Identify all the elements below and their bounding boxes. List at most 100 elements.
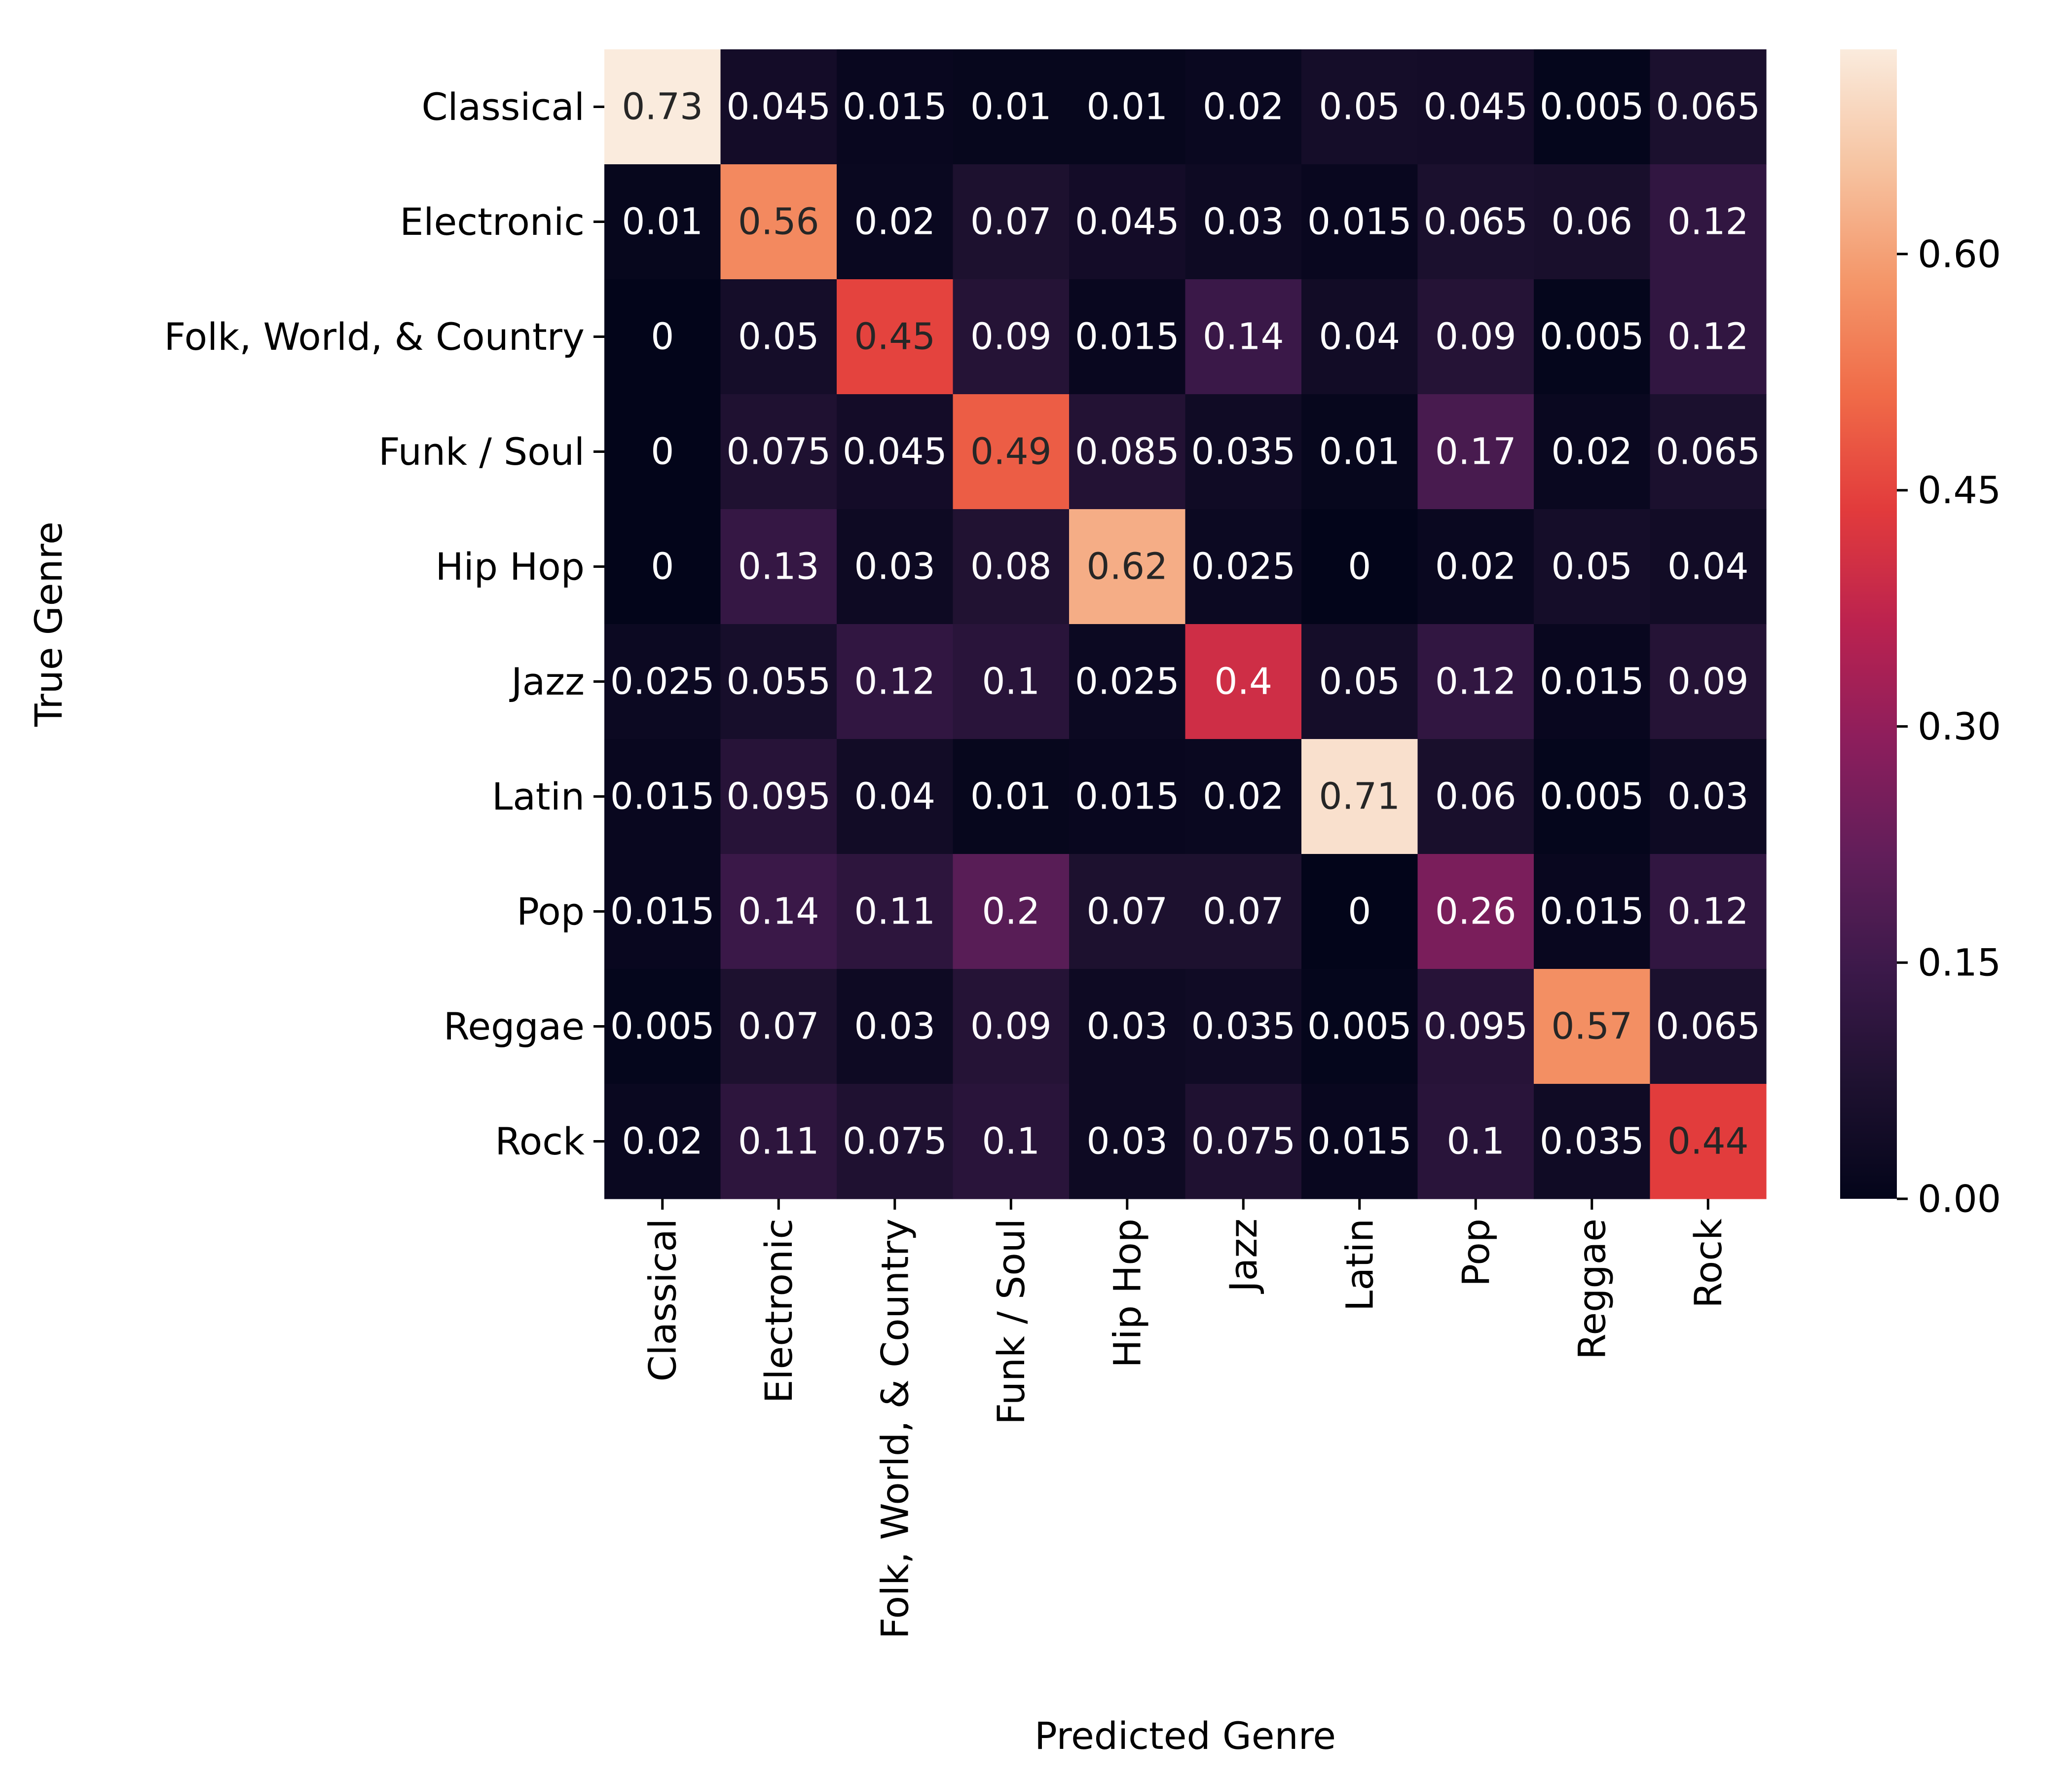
heatmap-cell [1301, 49, 1418, 165]
heatmap-cell [1069, 1084, 1186, 1199]
heatmap-cell [1185, 739, 1302, 854]
cell-value-label: 0.12 [1667, 201, 1749, 243]
cell-value-label: 0.04 [1319, 316, 1400, 358]
cell-value-label: 0.045 [1423, 86, 1528, 128]
cell-value-label: 0 [651, 431, 674, 473]
heatmap-cell [1069, 164, 1186, 280]
heatmap-cell [604, 1084, 721, 1199]
heatmap-cell [1650, 624, 1767, 740]
cell-value-label: 0.015 [1075, 776, 1180, 818]
heatmap-cell [1301, 624, 1418, 740]
colorbar-tick-label: 0.00 [1918, 1177, 2001, 1221]
colorbar-tick-label: 0.30 [1918, 704, 2001, 748]
heatmap-cell [1301, 279, 1418, 395]
heatmap-cell [1417, 854, 1534, 969]
heatmap-cell [1185, 854, 1302, 969]
heatmap-cell [1534, 1084, 1651, 1199]
y-tick-label: Rock [495, 1119, 585, 1163]
cell-value-label: 0.015 [1540, 890, 1644, 933]
heatmap-cell [720, 49, 837, 165]
heatmap-cell [1417, 624, 1534, 740]
heatmap-cell [837, 509, 954, 625]
x-tick-label: Folk, World, & Country [873, 1219, 917, 1639]
cell-value-label: 0.09 [970, 316, 1052, 358]
heatmap-cell [1417, 49, 1534, 165]
heatmap-cell [1534, 969, 1651, 1084]
cell-value-label: 0.065 [1656, 431, 1760, 473]
heatmap-cell [953, 969, 1070, 1084]
cell-value-label: 0.11 [854, 890, 935, 933]
colorbar-gradient-bar [1840, 49, 1897, 1199]
cell-value-label: 0.06 [1551, 201, 1632, 243]
cell-value-label: 0.025 [1191, 546, 1295, 588]
cell-value-label: 0.01 [970, 86, 1052, 128]
cell-value-label: 0.44 [1667, 1120, 1749, 1163]
heatmap-cell [1650, 1084, 1767, 1199]
cell-value-label: 0.04 [854, 776, 935, 818]
cell-value-label: 0.095 [726, 776, 831, 818]
cell-value-label: 0.05 [1319, 661, 1400, 703]
heatmap-cell [1069, 624, 1186, 740]
heatmap-cell [1650, 854, 1767, 969]
cell-value-label: 0.015 [610, 776, 715, 818]
heatmap-cell [1069, 279, 1186, 395]
heatmap-cell [953, 49, 1070, 165]
heatmap-cell [604, 969, 721, 1084]
heatmap-cell [837, 854, 954, 969]
cell-value-label: 0 [651, 546, 674, 588]
cell-value-label: 0.075 [843, 1120, 947, 1163]
cell-value-label: 0.02 [1551, 431, 1632, 473]
heatmap-cell [953, 624, 1070, 740]
cell-value-label: 0.1 [982, 661, 1040, 703]
cell-value-label: 0.17 [1435, 431, 1517, 473]
cell-value-label: 0.05 [738, 316, 819, 358]
cell-value-label: 0.02 [1203, 776, 1284, 818]
heatmap-cell [1301, 394, 1418, 510]
y-tick-label: Folk, World, & Country [164, 315, 585, 359]
y-tick-label: Funk / Soul [378, 430, 585, 474]
cell-value-label: 0.09 [1435, 316, 1517, 358]
y-tick-label: Jazz [509, 660, 585, 703]
cell-value-label: 0.05 [1319, 86, 1400, 128]
cell-value-label: 0.12 [1435, 661, 1517, 703]
cell-value-label: 0.13 [738, 546, 819, 588]
heatmap-cell [720, 854, 837, 969]
heatmap-cell [1534, 509, 1651, 625]
cell-value-label: 0.075 [1191, 1120, 1295, 1163]
colorbar: 0.00 0.15 0.30 0.45 0.60 [1840, 49, 2001, 1221]
heatmap-cell [1534, 394, 1651, 510]
heatmap-cell [720, 1084, 837, 1199]
heatmap-cell [604, 394, 721, 510]
heatmap-cell [1650, 969, 1767, 1084]
cell-value-label: 0.095 [1423, 1005, 1528, 1048]
cell-value-label: 0.015 [1307, 1120, 1412, 1163]
cell-value-label: 0.03 [854, 546, 935, 588]
heatmap-cell [837, 164, 954, 280]
x-axis: Classical Electronic Folk, World, & Countr… [640, 1199, 1730, 1639]
cell-value-label: 0.12 [1667, 890, 1749, 933]
heatmap-cell [604, 279, 721, 395]
cell-value-label: 0.065 [1423, 201, 1528, 243]
cell-value-label: 0.1 [982, 1120, 1040, 1163]
cell-value-label: 0.2 [982, 890, 1040, 933]
heatmap-cell [1185, 624, 1302, 740]
cell-value-label: 0.03 [1086, 1005, 1168, 1048]
heatmap-cell [1417, 164, 1534, 280]
x-tick-label: Classical [640, 1219, 684, 1382]
x-tick-label: Funk / Soul [989, 1219, 1033, 1425]
heatmap-cell [1650, 164, 1767, 280]
heatmap-cell-labels: 0.73 0.045 0.015 0.01 0.01 0.02 0.05 0.045 0.005… [610, 86, 1760, 1163]
heatmap-cell [1301, 1084, 1418, 1199]
heatmap-cell [1534, 164, 1651, 280]
cell-value-label: 0.045 [1075, 201, 1180, 243]
heatmap-cell [1185, 279, 1302, 395]
cell-value-label: 0.055 [726, 661, 831, 703]
cell-value-label: 0.12 [854, 661, 935, 703]
cell-value-label: 0 [1348, 890, 1371, 933]
heatmap-cell [1301, 854, 1418, 969]
cell-value-label: 0.01 [1086, 86, 1168, 128]
cell-value-label: 0.015 [843, 86, 947, 128]
cell-value-label: 0.07 [738, 1005, 819, 1048]
